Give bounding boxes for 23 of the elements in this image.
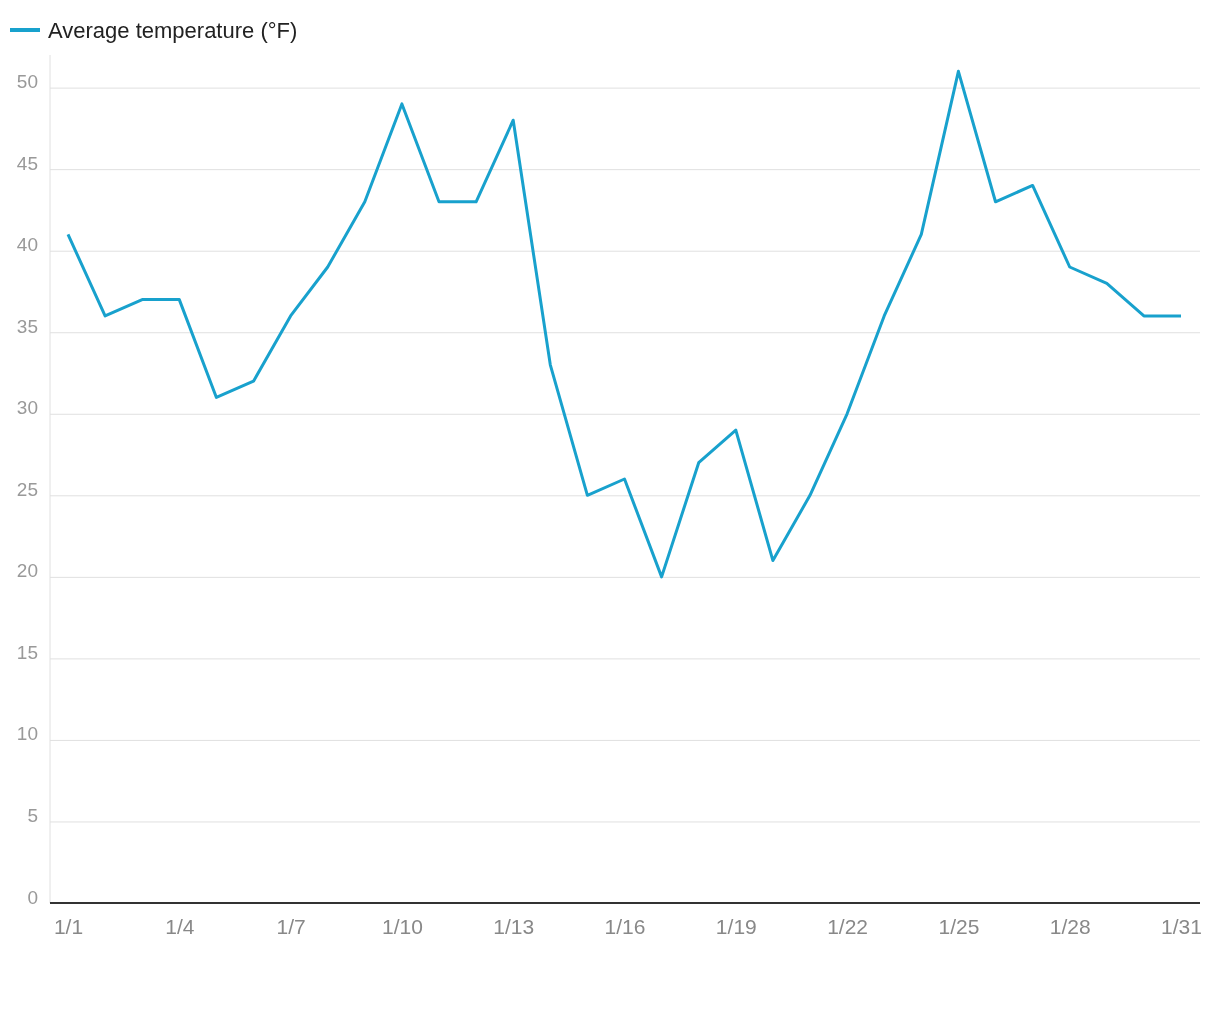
x-tick-label: 1/13 — [493, 914, 535, 938]
x-tick-label: 1/7 — [276, 914, 306, 938]
legend-label: Average temperature (°F) — [48, 17, 298, 43]
y-tick-label: 20 — [16, 560, 38, 582]
y-tick-label: 10 — [16, 723, 38, 745]
x-tick-label: 1/28 — [1049, 914, 1091, 938]
x-tick-label: 1/16 — [604, 914, 646, 938]
y-tick-label: 40 — [16, 234, 38, 256]
y-tick-label: 50 — [16, 71, 38, 93]
x-tick-label: 1/1 — [53, 914, 84, 938]
y-tick-label: 5 — [27, 804, 38, 826]
x-tick-label: 1/25 — [938, 914, 980, 938]
x-tick-label: 1/19 — [715, 914, 757, 938]
y-tick-label: 45 — [16, 152, 38, 174]
y-tick-label: 25 — [16, 478, 38, 500]
y-tick-label: 0 — [27, 886, 38, 908]
x-tick-label: 1/10 — [381, 914, 423, 938]
x-tick-label: 1/31 — [1161, 914, 1202, 938]
y-tick-label: 35 — [16, 315, 38, 337]
y-tick-label: 30 — [16, 397, 38, 419]
y-tick-label: 15 — [16, 641, 38, 663]
x-tick-label: 1/22 — [827, 914, 869, 938]
x-tick-label: 1/4 — [165, 914, 195, 938]
